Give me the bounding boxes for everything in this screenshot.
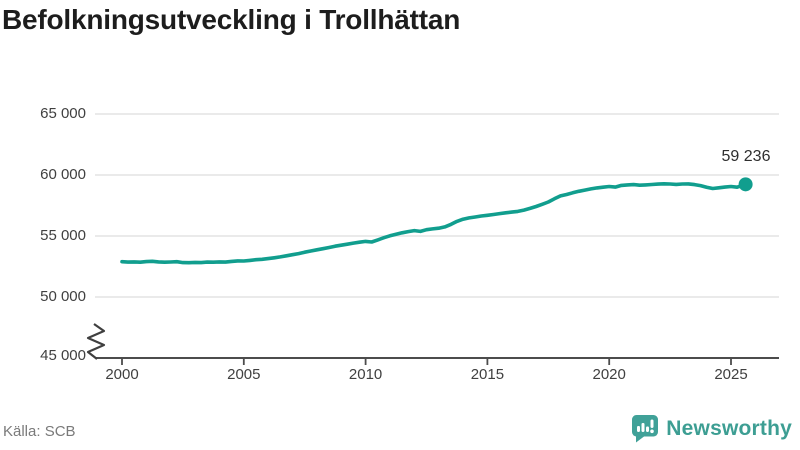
x-tick-label: 2015: [470, 366, 505, 383]
last-point-marker: [738, 177, 753, 192]
x-tick-label: 2000: [105, 366, 139, 383]
x-tick-label: 2010: [348, 366, 383, 383]
source-note: Källa: SCB: [3, 423, 76, 440]
population-line: [120, 182, 748, 265]
newsworthy-logo: Newsworthy: [631, 414, 792, 443]
y-tick-label: 50 000: [40, 288, 86, 305]
y-tick-label: 55 000: [40, 227, 86, 244]
page-title: Befolkningsutveckling i Trollhättan: [2, 4, 461, 35]
x-tick-label: 2005: [227, 366, 261, 383]
y-tick-label: 45 000: [40, 347, 86, 364]
y-tick-label: 60 000: [40, 166, 86, 183]
x-tick-label: 2025: [714, 366, 748, 383]
y-axis-break-icon: [86, 323, 106, 360]
x-tick-label: 2020: [592, 366, 626, 383]
newsworthy-wordmark: Newsworthy: [666, 416, 792, 440]
y-tick-label: 65 000: [40, 105, 86, 122]
bar-chart-speech-bubble-icon: [632, 415, 659, 443]
last-value-label: 59 236: [721, 148, 771, 165]
